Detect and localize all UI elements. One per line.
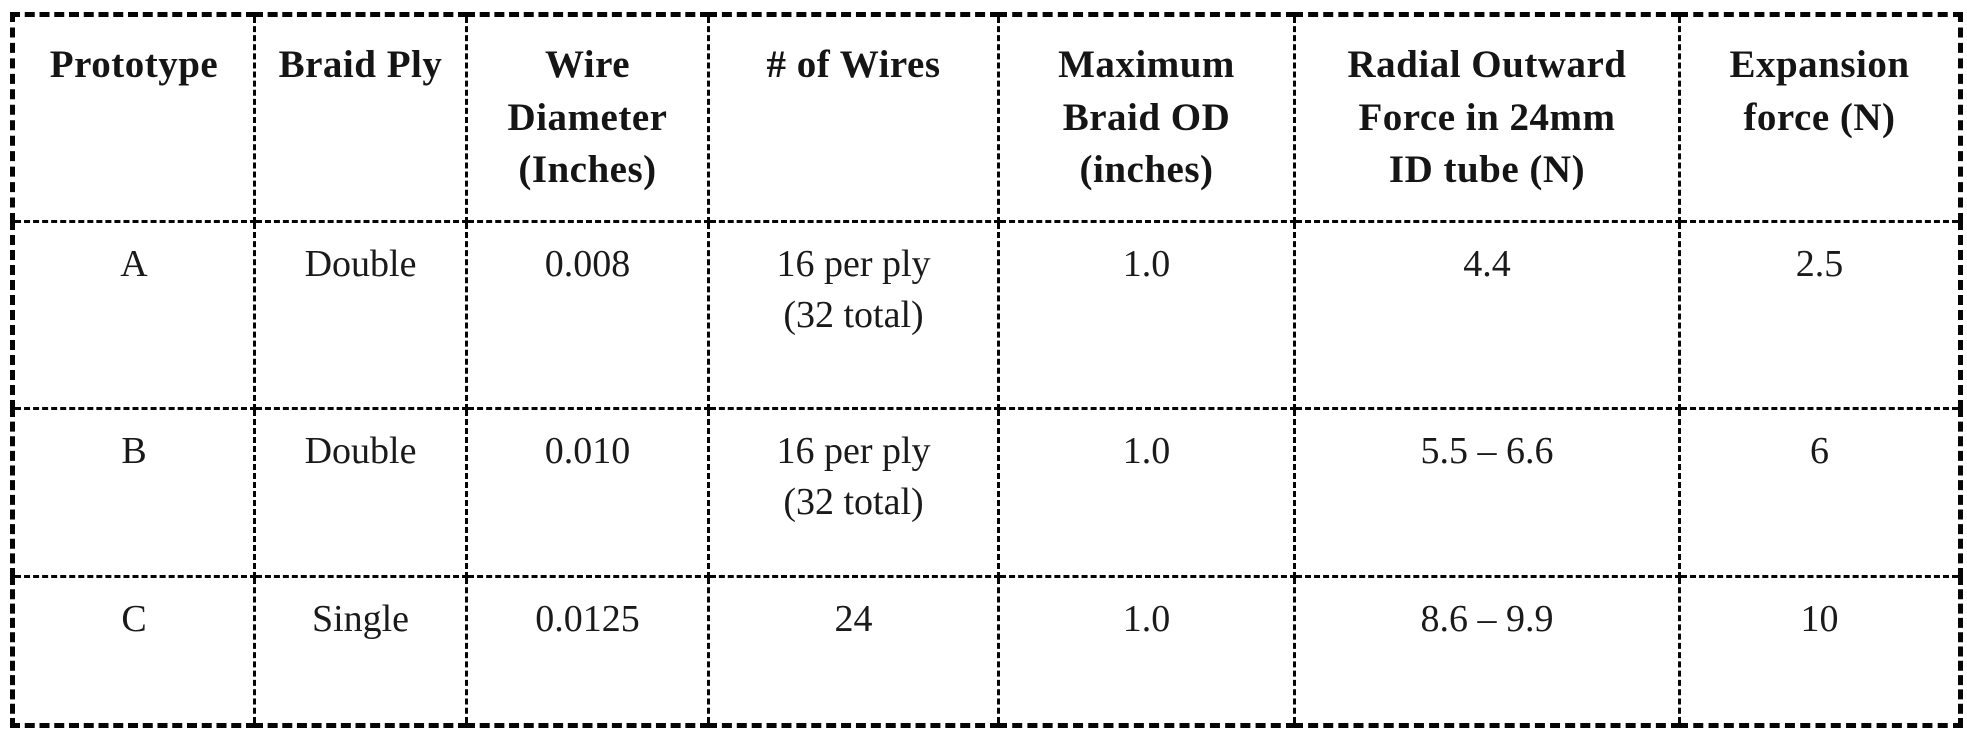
prototype-comparison-table: Prototype Braid Ply Wire Diameter (Inche… <box>10 12 1963 728</box>
column-header-max-braid-od: Maximum Braid OD (inches) <box>997 13 1296 223</box>
cell-b-braid-ply: Double <box>253 407 468 578</box>
cell-c-expansion-force: 10 <box>1678 575 1962 727</box>
cell-a-radial-force: 4.4 <box>1293 220 1681 410</box>
cell-b-max-braid-od: 1.0 <box>997 407 1296 578</box>
cell-c-radial-force: 8.6 – 9.9 <box>1293 575 1681 727</box>
table-row-prototype-a: A Double 0.008 16 per ply (32 total) 1.0… <box>11 220 1962 410</box>
cell-c-braid-ply: Single <box>253 575 468 727</box>
table-row-prototype-c: C Single 0.0125 24 1.0 8.6 – 9.9 10 <box>11 575 1962 727</box>
document-table-container: Prototype Braid Ply Wire Diameter (Inche… <box>10 12 1963 728</box>
cell-a-num-wires: 16 per ply (32 total) <box>707 220 1000 410</box>
column-header-num-wires: # of Wires <box>707 13 1000 223</box>
cell-a-max-braid-od: 1.0 <box>997 220 1296 410</box>
cell-a-prototype: A <box>11 220 256 410</box>
cell-a-expansion-force: 2.5 <box>1678 220 1962 410</box>
table-header-row: Prototype Braid Ply Wire Diameter (Inche… <box>11 13 1962 223</box>
column-header-radial-force: Radial Outward Force in 24mm ID tube (N) <box>1293 13 1681 223</box>
cell-c-prototype: C <box>11 575 256 727</box>
cell-a-braid-ply: Double <box>253 220 468 410</box>
cell-c-num-wires: 24 <box>707 575 1000 727</box>
cell-b-wire-diameter: 0.010 <box>465 407 710 578</box>
column-header-prototype: Prototype <box>11 13 256 223</box>
cell-b-radial-force: 5.5 – 6.6 <box>1293 407 1681 578</box>
table-row-prototype-b: B Double 0.010 16 per ply (32 total) 1.0… <box>11 407 1962 578</box>
cell-b-num-wires: 16 per ply (32 total) <box>707 407 1000 578</box>
column-header-braid-ply: Braid Ply <box>253 13 468 223</box>
cell-c-wire-diameter: 0.0125 <box>465 575 710 727</box>
cell-b-prototype: B <box>11 407 256 578</box>
cell-b-expansion-force: 6 <box>1678 407 1962 578</box>
cell-a-wire-diameter: 0.008 <box>465 220 710 410</box>
column-header-wire-diameter: Wire Diameter (Inches) <box>465 13 710 223</box>
cell-c-max-braid-od: 1.0 <box>997 575 1296 727</box>
column-header-expansion-force: Expansion force (N) <box>1678 13 1962 223</box>
